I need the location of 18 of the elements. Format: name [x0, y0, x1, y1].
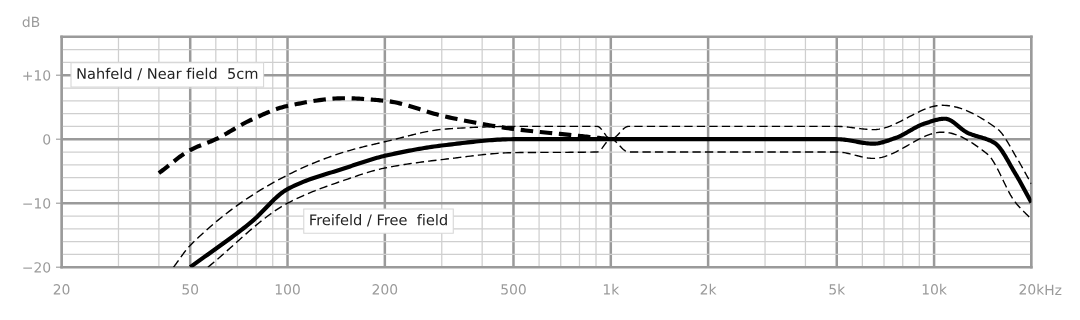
- x-tick-label: 1k: [603, 283, 620, 295]
- x-tick-label: 5k: [829, 283, 846, 295]
- x-tick-label: 50: [182, 284, 199, 295]
- y-tick-label: +10: [23, 70, 51, 81]
- x-axis-title: Hz: [1045, 284, 1062, 295]
- x-tick-label: 10k: [922, 283, 947, 295]
- x-tick-label: 200: [372, 284, 398, 295]
- x-tick-label: 500: [501, 284, 526, 295]
- y-axis-title: dB: [22, 16, 40, 28]
- x-tick-label: 2k: [700, 283, 717, 295]
- text: Freifeld / Free field: [310, 214, 447, 227]
- y-tick-label: −20: [23, 262, 51, 273]
- x-tick-label: 100: [275, 284, 300, 295]
- text: Nahfeld / Near field 5cm: [77, 67, 258, 81]
- x-tick-label: 20: [53, 284, 70, 295]
- x-tick-label: 20k: [1019, 283, 1045, 295]
- y-tick-label: −10: [23, 198, 51, 209]
- y-tick-label: 0: [43, 134, 51, 145]
